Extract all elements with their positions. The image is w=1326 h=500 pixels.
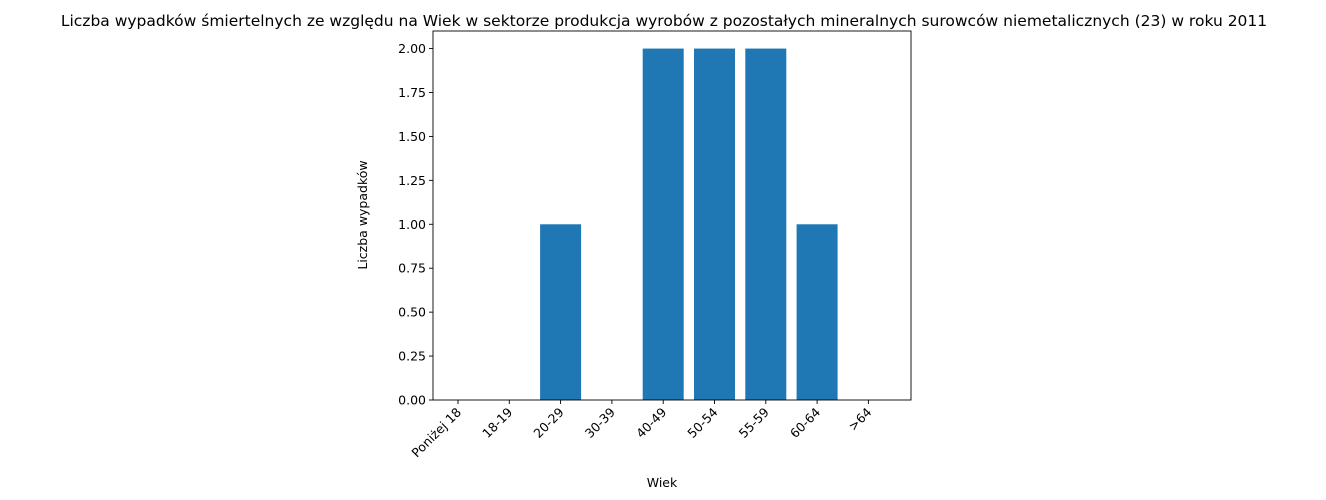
x-tick-label-8: >64 xyxy=(845,404,874,433)
x-tick-label-5: 50-54 xyxy=(684,404,720,440)
plot-frame xyxy=(432,30,912,401)
x-tick-label-0: Poniżej 18 xyxy=(408,404,464,460)
bar-2 xyxy=(540,224,582,400)
y-tick-label-4: 1.00 xyxy=(398,217,426,232)
y-axis-label: Liczba wypadków xyxy=(355,160,370,269)
bar-5 xyxy=(694,48,735,400)
y-tick-label-1: 0.25 xyxy=(398,349,426,364)
y-tick-label-8: 2.00 xyxy=(398,41,426,56)
x-tick-label-7: 60-64 xyxy=(787,404,823,440)
x-tick-label-6: 55-59 xyxy=(736,404,772,440)
chart-title: Liczba wypadków śmiertelnych ze względu … xyxy=(61,12,1267,30)
x-tick-label-1: 18-19 xyxy=(479,404,515,440)
bars-group xyxy=(540,48,838,400)
y-tick-label-7: 1.75 xyxy=(398,85,426,100)
bar-7 xyxy=(796,224,838,400)
bar-4 xyxy=(642,48,684,400)
bar-6 xyxy=(745,48,787,400)
x-tick-label-3: 30-39 xyxy=(582,404,618,440)
x-tick-label-4: 40-49 xyxy=(633,404,669,440)
x-tick-label-2: 20-29 xyxy=(530,404,566,440)
x-axis: Poniżej 18 18-19 20-29 30-39 40-49 50-54 55-59… xyxy=(408,400,875,460)
y-axis: 0.00 0.25 0.50 0.75 1.00 1.25 1.50 1.75 2.00 xyxy=(398,41,433,408)
y-tick-label-2: 0.50 xyxy=(398,305,426,320)
y-tick-label-6: 1.50 xyxy=(398,129,426,144)
y-tick-label-0: 0.00 xyxy=(398,393,426,408)
y-tick-label-5: 1.25 xyxy=(398,173,426,188)
x-axis-label: Wiek xyxy=(647,475,678,490)
y-tick-label-3: 0.75 xyxy=(398,261,426,276)
